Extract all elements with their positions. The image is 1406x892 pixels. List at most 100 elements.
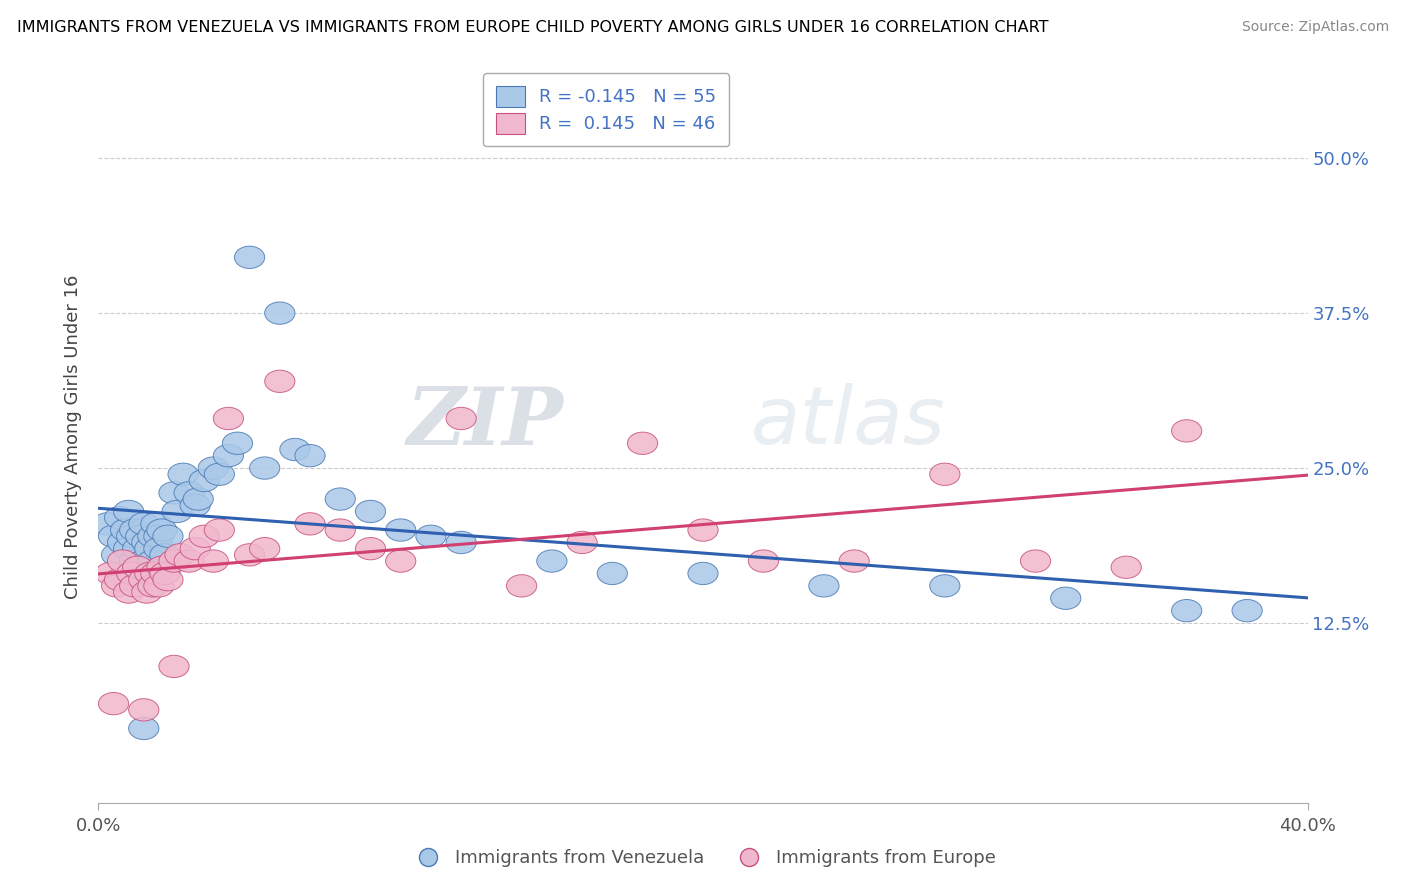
Ellipse shape — [235, 246, 264, 268]
Ellipse shape — [107, 549, 138, 572]
Ellipse shape — [153, 525, 183, 548]
Ellipse shape — [1171, 599, 1202, 622]
Ellipse shape — [356, 500, 385, 523]
Ellipse shape — [688, 562, 718, 584]
Ellipse shape — [688, 519, 718, 541]
Ellipse shape — [159, 482, 188, 504]
Ellipse shape — [114, 538, 143, 560]
Ellipse shape — [929, 463, 960, 485]
Ellipse shape — [132, 581, 162, 603]
Ellipse shape — [174, 482, 204, 504]
Ellipse shape — [167, 463, 198, 485]
Ellipse shape — [537, 549, 567, 572]
Ellipse shape — [1232, 599, 1263, 622]
Ellipse shape — [385, 519, 416, 541]
Ellipse shape — [104, 568, 135, 591]
Ellipse shape — [129, 568, 159, 591]
Ellipse shape — [385, 549, 416, 572]
Ellipse shape — [280, 438, 311, 460]
Ellipse shape — [929, 574, 960, 597]
Ellipse shape — [204, 463, 235, 485]
Ellipse shape — [122, 556, 153, 578]
Ellipse shape — [117, 525, 146, 548]
Ellipse shape — [295, 444, 325, 467]
Ellipse shape — [839, 549, 869, 572]
Ellipse shape — [153, 568, 183, 591]
Text: atlas: atlas — [751, 384, 945, 461]
Ellipse shape — [129, 698, 159, 721]
Ellipse shape — [180, 494, 211, 516]
Ellipse shape — [214, 408, 243, 430]
Ellipse shape — [120, 574, 150, 597]
Ellipse shape — [162, 500, 193, 523]
Ellipse shape — [325, 519, 356, 541]
Ellipse shape — [222, 432, 253, 454]
Ellipse shape — [159, 656, 188, 678]
Ellipse shape — [138, 549, 167, 572]
Ellipse shape — [567, 532, 598, 554]
Ellipse shape — [264, 302, 295, 325]
Ellipse shape — [138, 525, 167, 548]
Ellipse shape — [114, 581, 143, 603]
Ellipse shape — [1050, 587, 1081, 609]
Ellipse shape — [98, 525, 129, 548]
Ellipse shape — [146, 556, 177, 578]
Ellipse shape — [114, 500, 143, 523]
Ellipse shape — [598, 562, 627, 584]
Ellipse shape — [416, 525, 446, 548]
Ellipse shape — [627, 432, 658, 454]
Ellipse shape — [143, 538, 174, 560]
Ellipse shape — [135, 538, 165, 560]
Ellipse shape — [129, 549, 159, 572]
Ellipse shape — [150, 562, 180, 584]
Ellipse shape — [183, 488, 214, 510]
Ellipse shape — [129, 513, 159, 535]
Ellipse shape — [1111, 556, 1142, 578]
Ellipse shape — [204, 519, 235, 541]
Ellipse shape — [146, 519, 177, 541]
Ellipse shape — [129, 717, 159, 739]
Ellipse shape — [96, 562, 125, 584]
Ellipse shape — [506, 574, 537, 597]
Ellipse shape — [1171, 420, 1202, 442]
Ellipse shape — [101, 544, 132, 566]
Ellipse shape — [122, 538, 153, 560]
Ellipse shape — [446, 532, 477, 554]
Ellipse shape — [295, 513, 325, 535]
Ellipse shape — [190, 525, 219, 548]
Ellipse shape — [214, 444, 243, 467]
Ellipse shape — [93, 513, 122, 535]
Legend: Immigrants from Venezuela, Immigrants from Europe: Immigrants from Venezuela, Immigrants fr… — [402, 842, 1004, 874]
Ellipse shape — [101, 574, 132, 597]
Ellipse shape — [135, 562, 165, 584]
Ellipse shape — [120, 549, 150, 572]
Ellipse shape — [120, 519, 150, 541]
Ellipse shape — [107, 532, 138, 554]
Ellipse shape — [138, 574, 167, 597]
Ellipse shape — [250, 457, 280, 479]
Ellipse shape — [132, 532, 162, 554]
Ellipse shape — [117, 562, 146, 584]
Ellipse shape — [356, 538, 385, 560]
Ellipse shape — [143, 525, 174, 548]
Ellipse shape — [264, 370, 295, 392]
Text: ZIP: ZIP — [408, 384, 564, 461]
Y-axis label: Child Poverty Among Girls Under 16: Child Poverty Among Girls Under 16 — [65, 275, 83, 599]
Ellipse shape — [141, 513, 172, 535]
Ellipse shape — [111, 519, 141, 541]
Ellipse shape — [446, 408, 477, 430]
Ellipse shape — [325, 488, 356, 510]
Ellipse shape — [159, 549, 188, 572]
Ellipse shape — [141, 562, 172, 584]
Ellipse shape — [150, 544, 180, 566]
Ellipse shape — [235, 544, 264, 566]
Text: IMMIGRANTS FROM VENEZUELA VS IMMIGRANTS FROM EUROPE CHILD POVERTY AMONG GIRLS UN: IMMIGRANTS FROM VENEZUELA VS IMMIGRANTS … — [17, 20, 1049, 35]
Ellipse shape — [104, 507, 135, 529]
Ellipse shape — [180, 538, 211, 560]
Ellipse shape — [198, 549, 228, 572]
Ellipse shape — [125, 525, 156, 548]
Ellipse shape — [190, 469, 219, 491]
Ellipse shape — [748, 549, 779, 572]
Ellipse shape — [250, 538, 280, 560]
Ellipse shape — [143, 574, 174, 597]
